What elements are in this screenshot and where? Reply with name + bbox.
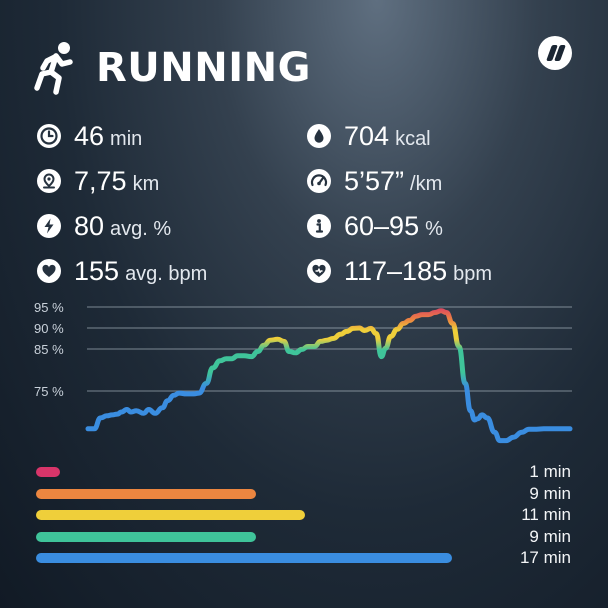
stat-value: 7,75 bbox=[74, 166, 127, 196]
y-tick-label: 90 % bbox=[34, 321, 64, 336]
stat-value: 117–185 bbox=[344, 256, 448, 286]
stat-unit: bpm bbox=[453, 263, 493, 285]
water-drop-icon bbox=[306, 123, 332, 149]
stat-unit: min bbox=[110, 128, 143, 150]
clock-icon bbox=[36, 123, 62, 149]
stat-value: 46 bbox=[74, 121, 105, 151]
info-icon bbox=[306, 213, 332, 239]
stat-calories: 704 kcal bbox=[306, 120, 431, 152]
brand-logo-icon bbox=[538, 36, 572, 70]
zone-bar bbox=[36, 510, 306, 520]
running-person-icon bbox=[34, 42, 73, 95]
zone-duration-label: 9 min bbox=[529, 483, 571, 503]
stat-unit: avg. % bbox=[110, 218, 172, 240]
stat-value: 60–95 bbox=[344, 211, 420, 241]
stat-unit: km bbox=[132, 173, 160, 195]
zone-bar bbox=[36, 553, 452, 563]
stat-heart-rate-range: 117–185 bpm bbox=[306, 255, 492, 287]
zone-duration-label: 9 min bbox=[529, 526, 571, 546]
zone-bar bbox=[36, 467, 61, 477]
stat-unit: % bbox=[425, 218, 443, 240]
heart-rate-chart: 95 % 90 % 85 % 75 % bbox=[34, 300, 573, 444]
speedometer-icon bbox=[306, 168, 332, 194]
stat-unit: kcal bbox=[395, 128, 431, 150]
zone-duration-label: 17 min bbox=[519, 548, 571, 567]
stat-unit: /km bbox=[410, 173, 443, 195]
zone-bar bbox=[36, 488, 257, 499]
page-title: RUNNING bbox=[96, 45, 311, 91]
y-tick-label: 95 % bbox=[34, 300, 64, 315]
stat-value: 5’57” bbox=[344, 166, 405, 196]
heart-rate-line bbox=[85, 308, 573, 444]
stat-duration: 46 min bbox=[36, 120, 142, 152]
stat-value: 155 bbox=[74, 256, 120, 286]
stat-value: 704 bbox=[344, 121, 390, 151]
stat-pace: 5’57” /km bbox=[306, 165, 442, 197]
zone-duration-label: 1 min bbox=[529, 462, 571, 481]
stat-avg-heart-rate: 155 avg. bpm bbox=[36, 255, 207, 287]
stat-intensity-range: 60–95 % bbox=[306, 210, 443, 242]
map-pin-icon bbox=[36, 168, 62, 194]
y-tick-label: 85 % bbox=[34, 342, 64, 357]
heart-range-icon bbox=[306, 258, 332, 284]
stat-value: 80 bbox=[74, 211, 105, 241]
zone-bar bbox=[36, 531, 257, 542]
heart-icon bbox=[36, 258, 62, 284]
stat-distance: 7,75 km bbox=[36, 165, 159, 197]
header: RUNNING bbox=[34, 40, 311, 96]
lightning-icon bbox=[36, 213, 62, 239]
y-tick-label: 75 % bbox=[34, 384, 64, 399]
zone-duration-label: 11 min bbox=[521, 505, 571, 524]
stat-unit: avg. bpm bbox=[125, 263, 208, 285]
stat-intensity: 80 avg. % bbox=[36, 210, 171, 242]
